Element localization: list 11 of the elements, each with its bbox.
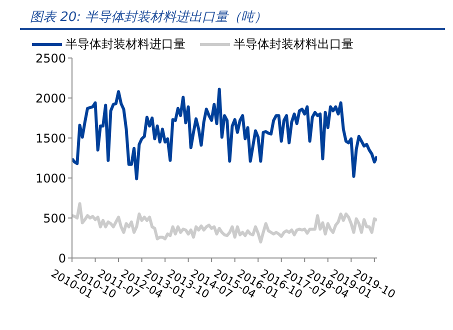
chart-title: 图表 20: 半导体封装材料进出口量（吨） [29, 9, 268, 27]
y-tick-label: 500 [43, 211, 66, 226]
line-series [72, 88, 377, 180]
y-tick-label: 2000 [35, 91, 66, 106]
legend-label: 半导体封装材料进口量 [66, 36, 186, 53]
y-tick-label: 0 [58, 251, 66, 266]
y-tick-label: 1500 [35, 131, 66, 146]
y-tick-label: 2500 [35, 51, 66, 66]
legend-label: 半导体封装材料出口量 [234, 36, 354, 53]
line-series [72, 202, 377, 244]
y-tick-label: 1000 [35, 171, 66, 186]
